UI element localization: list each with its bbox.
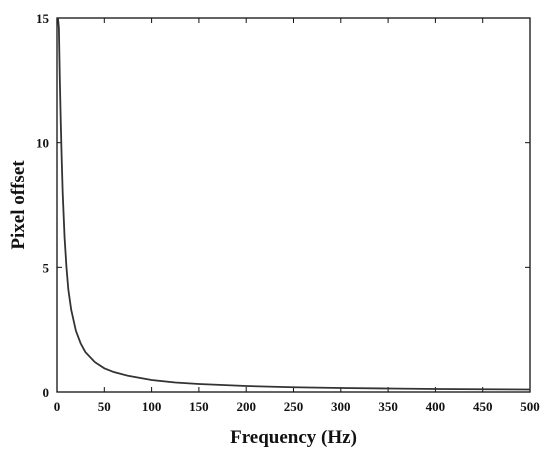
y-axis-title: Pixel offset bbox=[8, 160, 29, 250]
x-tick-label: 250 bbox=[284, 399, 304, 414]
y-tick-label: 5 bbox=[43, 260, 50, 275]
tick-labels-layer: 0 50 100 150 200 250 300 350 400 450 500 0 5 10 15 bbox=[36, 11, 540, 414]
x-tick-label: 0 bbox=[54, 399, 61, 414]
x-tick-label: 50 bbox=[98, 399, 111, 414]
x-tick-label: 100 bbox=[142, 399, 162, 414]
x-tick-label: 200 bbox=[236, 399, 256, 414]
x-tick-label: 350 bbox=[378, 399, 398, 414]
x-tick-label: 400 bbox=[426, 399, 446, 414]
x-tick-label: 150 bbox=[189, 399, 209, 414]
x-tick-label: 300 bbox=[331, 399, 351, 414]
ticks-layer bbox=[56, 17, 531, 393]
series-line bbox=[57, 17, 531, 391]
x-tick-label: 450 bbox=[473, 399, 493, 414]
y-tick-label: 0 bbox=[43, 385, 50, 400]
x-tick-label: 500 bbox=[520, 399, 540, 414]
y-tick-label: 10 bbox=[36, 136, 49, 151]
y-tick-label: 15 bbox=[36, 11, 50, 26]
x-axis-title: Frequency (Hz) bbox=[230, 427, 357, 448]
plot-frame bbox=[56, 17, 531, 393]
